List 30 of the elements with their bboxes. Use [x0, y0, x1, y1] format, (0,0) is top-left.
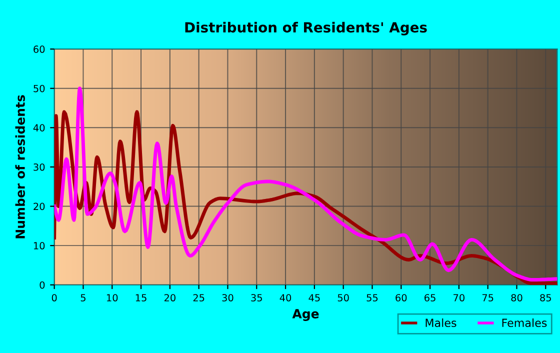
y-tick-label: 20 [34, 202, 45, 210]
x-tick-label: 45 [308, 294, 320, 302]
x-tick-label: 40 [280, 294, 292, 302]
x-tick-label: 60 [396, 294, 407, 302]
x-tick-label: 85 [540, 294, 551, 302]
x-tick-label: 10 [107, 294, 118, 302]
legend-label: Males [426, 318, 456, 328]
x-tick-label: 35 [251, 294, 262, 302]
chart-title: Distribution of Residents' Ages [185, 22, 427, 36]
x-tick-label: 55 [366, 294, 378, 302]
legend-label: Females [502, 318, 547, 328]
x-tick-label: 75 [482, 294, 494, 302]
y-axis-title: Number of residents [15, 95, 25, 238]
x-tick-label: 25 [193, 294, 204, 302]
y-tick-label: 60 [34, 46, 45, 53]
x-axis-title: Age [292, 309, 319, 321]
x-tick-label: 70 [454, 294, 464, 302]
x-tick-label: 65 [424, 294, 436, 302]
x-tick-label: 30 [222, 294, 234, 302]
y-tick-label: 0 [40, 281, 45, 289]
y-tick-label: 10 [34, 242, 45, 250]
x-tick-label: 5 [80, 294, 86, 302]
x-tick-label: 20 [164, 294, 176, 302]
x-tick-label: 15 [136, 294, 146, 302]
x-tick-label: 50 [338, 294, 349, 302]
x-tick-label: 0 [52, 294, 57, 302]
x-tick-label: 80 [511, 294, 522, 302]
y-tick-label: 50 [34, 84, 45, 92]
y-tick-label: 40 [33, 124, 45, 132]
y-tick-label: 30 [34, 163, 45, 171]
